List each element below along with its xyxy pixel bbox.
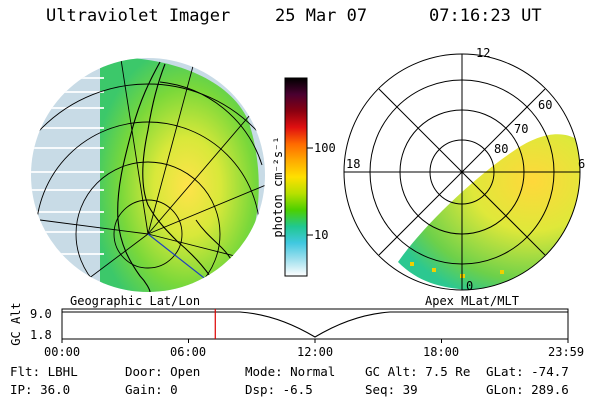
coastline-west: [117, 61, 161, 292]
timeline-x-tick-2359: 23:59: [548, 345, 585, 359]
observation-date: 25 Mar 07: [275, 6, 368, 26]
timeline-plot: [61, 308, 569, 343]
status-ip: IP: 36.0: [10, 382, 71, 397]
mlt-label-12: 12: [476, 46, 491, 60]
coastline-east: [142, 63, 211, 277]
status-dsp: Dsp: -6.5: [245, 382, 313, 397]
observation-time: 07:16:23 UT: [429, 6, 542, 26]
mlat-label-60: 60: [538, 98, 553, 112]
dayglow-region: [100, 58, 259, 292]
timeline-y-tick-top: 9.0: [30, 307, 52, 321]
timeline-y-tick-bottom: 1.8: [30, 328, 52, 342]
colorbar: [284, 77, 313, 277]
timeline-x-tick-0000: 00:00: [44, 345, 81, 359]
mlt-label-6: 6: [578, 157, 586, 171]
timeline-frame: [61, 308, 569, 340]
status-sequence: Seq: 39: [365, 382, 418, 397]
colorbar-unit-label: photon cm⁻²s⁻¹: [271, 136, 285, 238]
colorbar-bar: [284, 77, 308, 277]
gc-altitude-curve: [62, 311, 568, 338]
timeline-ticks: [61, 339, 569, 343]
timeline-x-tick-0600: 06:00: [170, 345, 207, 359]
status-mode: Mode: Normal: [245, 364, 336, 379]
timeline-x-tick-1200: 12:00: [297, 345, 334, 359]
status-glon: GLon: 289.6: [486, 382, 569, 397]
timeline-x-tick-1800: 18:00: [423, 345, 460, 359]
instrument-title: Ultraviolet Imager: [46, 6, 231, 26]
timeline-y-label: GC Alt: [9, 302, 23, 346]
left-panel-caption: Geographic Lat/Lon: [70, 294, 201, 308]
mlt-label-0: 0: [466, 279, 474, 293]
colorbar-label-100: 100: [314, 141, 336, 155]
right-panel-caption: Apex MLat/MLT: [425, 294, 519, 308]
status-glat: GLat: -74.7: [486, 364, 569, 379]
mlat-label-70: 70: [514, 122, 529, 136]
status-filter: Flt: LBHL: [10, 364, 78, 379]
mlat-label-80: 80: [494, 142, 509, 156]
status-door: Door: Open: [125, 364, 201, 379]
magnetic-image: [343, 53, 581, 291]
status-gain: Gain: 0: [125, 382, 178, 397]
status-gc-altitude: GC Alt: 7.5 Re: [365, 364, 471, 379]
mlt-label-18: 18: [346, 157, 361, 171]
grid-arc-outer: [159, 81, 263, 166]
polar-grid: [343, 53, 581, 291]
colorbar-label-10: 10: [314, 228, 329, 242]
auroral-region: [398, 134, 580, 290]
